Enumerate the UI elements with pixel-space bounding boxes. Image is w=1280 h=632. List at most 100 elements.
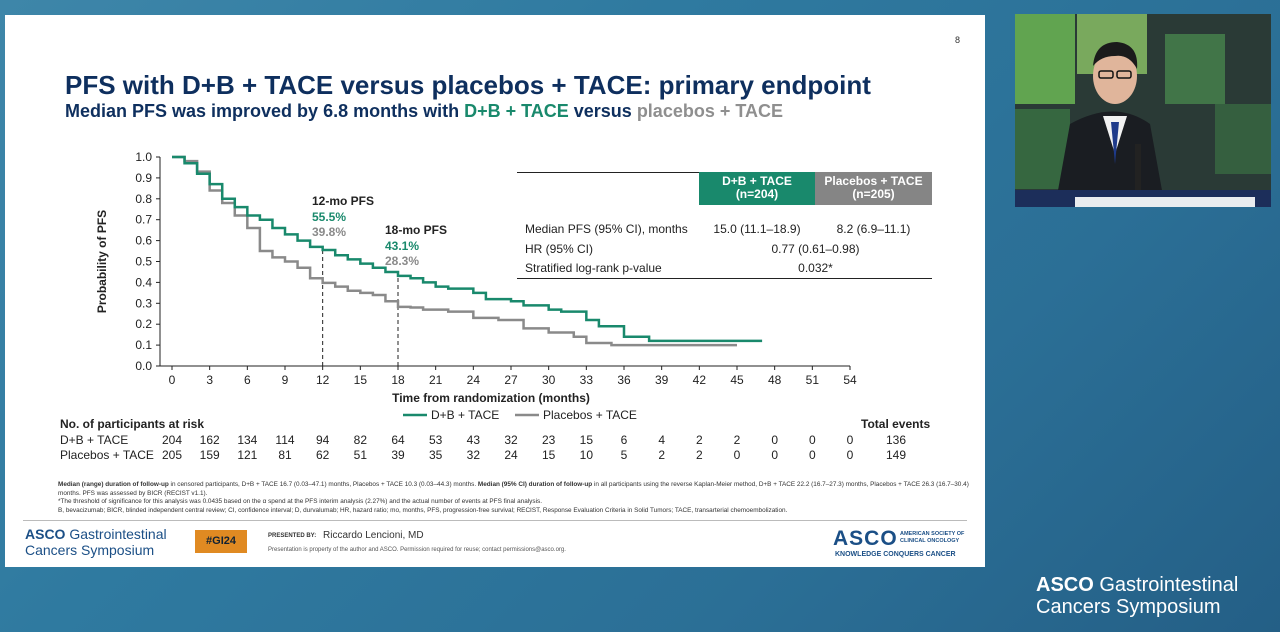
at-risk-arm2-label: Placebos + TACE	[60, 448, 154, 462]
at-risk-value: 0	[808, 433, 816, 447]
y-tick-label: 0.5	[135, 255, 152, 269]
header-arm1-label: D+B + TACE	[722, 174, 792, 188]
table-header-arm1: D+B + TACE (n=204)	[699, 172, 815, 205]
at-risk-value: 114	[275, 433, 295, 447]
at-risk-value: 204	[161, 433, 183, 447]
at-risk-value: 15	[541, 448, 556, 462]
at-risk-value: 10	[579, 448, 593, 462]
at-risk-table: No. of participants at risk Total events…	[5, 15, 985, 567]
header-arm1-n: (n=204)	[735, 187, 779, 201]
row-pvalue-value: 0.032*	[798, 261, 833, 275]
at-risk-title: No. of participants at risk	[60, 417, 205, 431]
legend-label: Placebos + TACE	[543, 408, 637, 422]
at-risk-value: 4	[658, 433, 665, 447]
at-risk-value: 0	[733, 448, 741, 462]
x-axis-title: Time from randomization (months)	[392, 391, 590, 405]
at-risk-value: 62	[315, 448, 330, 462]
y-tick-label: 0.6	[135, 234, 152, 248]
at-risk-value: 0	[808, 448, 816, 462]
at-risk-value: 0	[771, 433, 778, 447]
footnotes: Median (range) duration of follow-up in …	[58, 481, 973, 515]
total-events-title: Total events	[861, 417, 931, 431]
row-median-arm1: 15.0 (11.1–18.9)	[713, 222, 801, 236]
footnote-line-2: *The threshold of significance for this …	[58, 498, 542, 506]
page-number: 8	[954, 35, 960, 45]
x-tick-label: 6	[244, 373, 251, 387]
at-risk-value: 32	[466, 448, 480, 462]
x-tick-label: 18	[391, 373, 405, 387]
annotation-label: 12-mo PFS	[312, 194, 374, 208]
footnote-line-3: B, bevacizumab; BICR, blinded independen…	[58, 506, 788, 514]
at-risk-value: 51	[353, 448, 367, 462]
at-risk-value: 2	[733, 433, 741, 447]
asco-logo: ASCO AMERICAN SOCIETY OF CLINICAL ONCOLO…	[833, 527, 965, 558]
at-risk-value: 0	[771, 448, 778, 462]
at-risk-value: 32	[504, 433, 518, 447]
at-risk-value: 39	[391, 448, 405, 462]
x-tick-label: 9	[282, 373, 289, 387]
at-risk-value: 5	[620, 448, 628, 462]
at-risk-value: 159	[199, 448, 220, 462]
table-top-rule	[517, 172, 699, 173]
at-risk-value: 134	[237, 433, 258, 447]
asco-gi-watermark: ASCO Gastrointestinal Cancers Symposium	[1036, 574, 1239, 618]
annotation-value-arm2: 39.8%	[312, 225, 346, 239]
speaker-image	[1015, 14, 1271, 207]
x-tick-label: 51	[806, 373, 820, 387]
y-axis-title: Probability of PFS	[95, 210, 109, 313]
at-risk-value: 35	[428, 448, 443, 462]
at-risk-value: 43	[466, 433, 480, 447]
x-tick-label: 45	[730, 373, 744, 387]
subtitle-mid: versus	[568, 101, 637, 121]
at-risk-value: 81	[278, 448, 292, 462]
header-arm2-label: Placebos + TACE	[824, 174, 923, 188]
slide-title: PFS with D+B + TACE versus placebos + TA…	[65, 70, 871, 100]
y-tick-label: 0.1	[135, 338, 152, 352]
subtitle-arm2: placebos + TACE	[636, 101, 784, 121]
x-tick-label: 15	[354, 373, 368, 387]
at-risk-value: 205	[161, 448, 183, 462]
at-risk-value: 2	[658, 448, 665, 462]
row-hr-label: HR (95% CI)	[525, 242, 594, 256]
x-tick-label: 48	[768, 373, 782, 387]
row-median-label: Median PFS (95% CI), months	[525, 222, 688, 236]
presenter-name: Riccardo Lencioni, MD	[323, 530, 424, 541]
km-chart: 0 3 6 9 12 15 18 21 24 27 30 33 36 39 42 45 48 51 540.00.1…	[95, 150, 857, 422]
x-tick-label: 12	[316, 373, 330, 387]
annotation-value-arm1: 55.5%	[312, 210, 346, 224]
footnote-line-1: Median (range) duration of follow-up in …	[58, 481, 969, 497]
total-events-arm1: 136	[885, 433, 907, 447]
at-risk-value: 53	[428, 433, 443, 447]
table-header-arm2: Placebos + TACE (n=205)	[815, 172, 932, 205]
property-note: Presentation is property of the author a…	[268, 547, 566, 553]
at-risk-value: 2	[695, 433, 703, 447]
y-tick-label: 0.2	[135, 317, 152, 331]
y-tick-label: 0.7	[135, 213, 152, 227]
asco-gi-logo: ASCO Gastrointestinal Cancers Symposium	[25, 526, 167, 558]
x-tick-label: 33	[580, 373, 594, 387]
at-risk-value: 6	[620, 433, 628, 447]
series-line	[172, 155, 737, 347]
x-tick-label: 27	[504, 373, 518, 387]
at-risk-value: 2	[695, 448, 703, 462]
presented-by-label: PRESENTED BY:	[268, 533, 317, 539]
x-tick-label: 0	[169, 373, 176, 387]
table-bottom-rule	[517, 278, 932, 279]
row-median-arm2: 8.2 (6.9–11.1)	[836, 222, 911, 236]
x-tick-label: 42	[693, 373, 707, 387]
annotation-value-arm1: 43.1%	[385, 239, 419, 253]
speaker-video	[1015, 14, 1271, 207]
row-pvalue-label: Stratified log-rank p-value	[525, 261, 662, 275]
footer-divider	[23, 520, 967, 521]
at-risk-value: 162	[199, 433, 220, 447]
x-tick-label: 30	[542, 373, 556, 387]
presentation-slide: 8 PFS with D+B + TACE versus placebos + …	[5, 15, 985, 567]
y-tick-label: 0.4	[135, 275, 152, 289]
y-tick-label: 0.9	[135, 171, 152, 185]
hashtag-badge: #GI24	[195, 530, 247, 553]
series-line	[172, 155, 763, 343]
slide-subtitle: Median PFS was improved by 6.8 months wi…	[65, 101, 783, 122]
x-tick-label: 21	[429, 373, 443, 387]
subtitle-text: Median PFS was improved by 6.8 months wi…	[65, 101, 465, 121]
annotation-label: 18-mo PFS	[385, 223, 447, 237]
